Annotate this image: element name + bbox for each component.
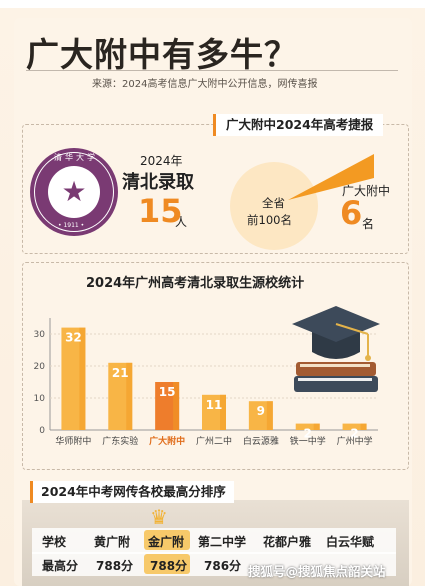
seal-top-text: 清华大学 xyxy=(54,153,98,162)
watermark: 搜狐号@搜狐焦点韶关站 xyxy=(248,564,386,579)
school-label: 广大附中 xyxy=(342,184,391,198)
bar-shade xyxy=(126,362,133,430)
x-tick-label: 广大附中 xyxy=(149,435,185,447)
crown-icon: ♛ xyxy=(150,505,168,529)
year-label: 2024年 xyxy=(140,154,183,168)
bar-shade xyxy=(173,382,180,430)
bar-shade xyxy=(266,401,273,430)
y-tick-label: 30 xyxy=(34,330,46,340)
top100-count: 6 xyxy=(340,194,363,232)
bar-value-label: 2 xyxy=(304,427,312,441)
bar xyxy=(108,362,133,430)
qingbei-unit: 人 xyxy=(175,215,188,229)
bar-value-label: 21 xyxy=(112,366,129,380)
table-header-cell: 学校 xyxy=(42,535,67,549)
x-tick-label: 广州中学 xyxy=(337,435,373,447)
x-tick-label: 白云源雅 xyxy=(243,435,279,447)
chart-box xyxy=(22,262,409,470)
bar-shade xyxy=(313,423,320,430)
y-tick-label: 0 xyxy=(39,426,45,436)
bar xyxy=(342,423,367,430)
top-strip xyxy=(0,0,425,8)
x-tick-label: 华师附中 xyxy=(55,435,91,447)
x-tick-label: 广州二中 xyxy=(196,435,232,447)
x-tick-label: 铁一中学 xyxy=(290,435,326,447)
table-header-cell: 黄广附 xyxy=(94,535,131,549)
title-divider xyxy=(26,70,398,71)
table-cell: 786分 xyxy=(204,559,242,573)
province-label-2: 前100名 xyxy=(247,213,292,227)
page-title: 广大附中有多牛？ xyxy=(26,35,298,74)
table-header-cell: 白云华赋 xyxy=(326,535,375,549)
bar-shade xyxy=(79,327,86,430)
bar-value-label: 32 xyxy=(65,331,82,345)
source-note: 来源：2024高考信息广大附中公开信息，网传喜报 xyxy=(92,79,318,90)
y-tick-label: 10 xyxy=(34,394,46,404)
bar-value-label: 15 xyxy=(159,385,176,399)
y-tick-label: 20 xyxy=(34,362,46,372)
bar-value-label: 11 xyxy=(206,398,223,412)
share-sector xyxy=(288,154,374,200)
qingbei-label: 清北录取 xyxy=(122,172,194,193)
chart-title: 2024年广州高考清北录取生源校统计 xyxy=(86,276,305,291)
table-row xyxy=(32,552,396,576)
table-header-cell: 第二中学 xyxy=(198,535,247,549)
table-cell: 788分 xyxy=(150,559,188,573)
graduation-cap-icon xyxy=(292,306,380,392)
seal-year-text: • 1911 • xyxy=(58,222,85,229)
highlight-score xyxy=(144,554,190,574)
bar-shade xyxy=(360,423,367,430)
province-label-1: 全省 xyxy=(262,196,285,210)
top100-unit: 名 xyxy=(362,217,375,231)
highlight-header xyxy=(144,530,190,550)
zhongkao-tag: 2024年中考网传各校最高分排序 xyxy=(30,481,234,503)
bar-value-label: 2 xyxy=(350,427,358,441)
table-header-cell: 花都户雅 xyxy=(263,535,312,549)
table-cell: 最高分 xyxy=(42,559,79,573)
table-cell: 788分 xyxy=(96,559,134,573)
qingbei-count: 15 xyxy=(138,192,183,230)
table-header-cell: 金广附 xyxy=(148,535,185,549)
bar-value-label: 9 xyxy=(257,404,265,418)
x-tick-label: 广东实验 xyxy=(102,435,138,447)
province-circle xyxy=(230,162,318,250)
tsinghua-seal-icon: ★ xyxy=(30,148,118,236)
bar xyxy=(295,423,320,430)
bar-shade xyxy=(220,394,226,430)
table-header-row xyxy=(32,528,396,554)
gaokao-tag: 广大附中2024年高考捷报 xyxy=(213,114,384,136)
